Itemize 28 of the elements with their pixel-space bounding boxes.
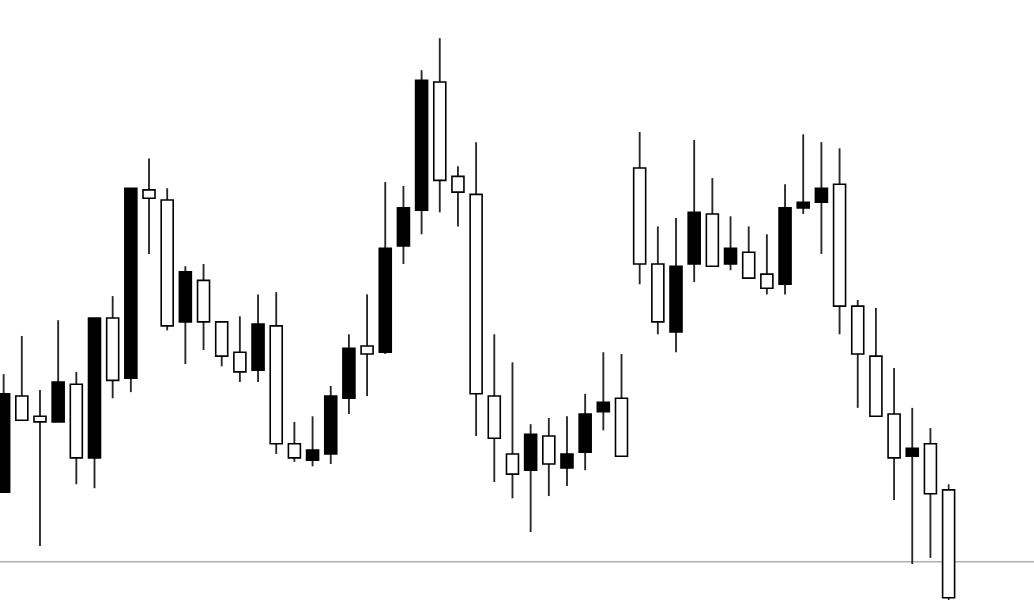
candlestick xyxy=(578,392,592,472)
candlestick xyxy=(814,141,829,255)
candlestick xyxy=(251,293,265,383)
candlestick xyxy=(560,415,574,487)
candlestick xyxy=(51,319,65,423)
candlestick xyxy=(723,215,738,272)
candlestick xyxy=(760,233,774,296)
candlestick xyxy=(596,351,611,432)
candlestick xyxy=(542,417,556,498)
candlestick xyxy=(196,263,211,351)
candlestick xyxy=(487,333,502,483)
candlestick xyxy=(214,320,229,368)
candlestick xyxy=(33,388,47,548)
candlestick xyxy=(887,367,901,501)
candlestick xyxy=(451,165,465,228)
candlestick xyxy=(796,133,811,215)
candlestick xyxy=(233,315,247,383)
candlestick xyxy=(305,415,320,468)
candlestick xyxy=(523,423,538,533)
candlestick xyxy=(142,157,156,255)
candlestick xyxy=(287,420,302,463)
candlestick xyxy=(741,225,756,280)
candlestick xyxy=(850,299,865,409)
candlestick xyxy=(396,185,411,265)
candlestick xyxy=(905,406,920,565)
candlestick xyxy=(360,293,374,397)
candlestick xyxy=(505,361,520,500)
candlestick xyxy=(15,335,29,422)
